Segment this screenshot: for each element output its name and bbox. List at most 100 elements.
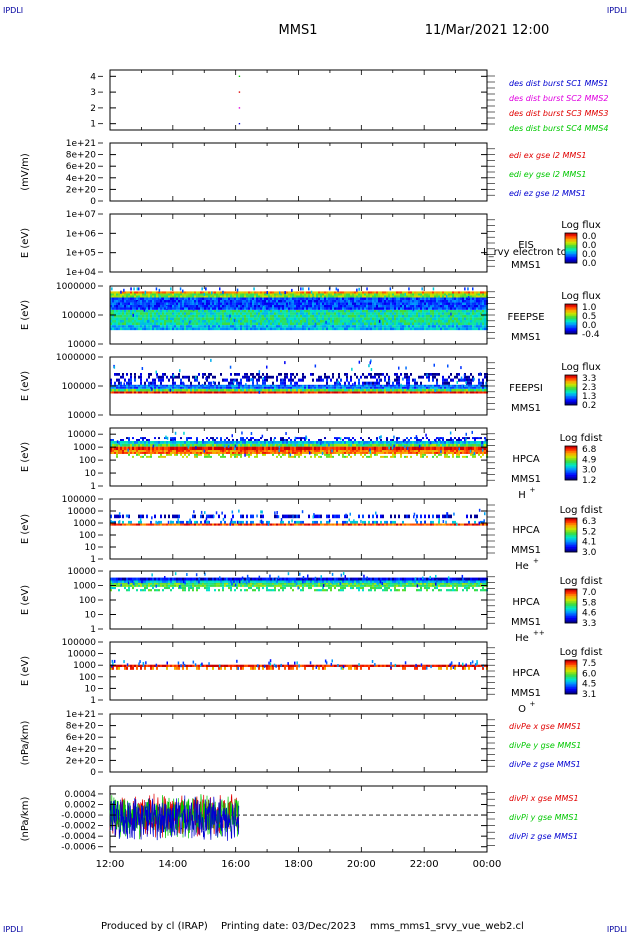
heatmap-cell <box>418 291 420 293</box>
heatmap-cell <box>394 298 396 300</box>
heatmap-cell <box>314 291 316 293</box>
heatmap-cell <box>326 376 328 379</box>
heatmap-cell <box>178 318 180 321</box>
heatmap-cell <box>214 328 216 331</box>
heatmap-cell <box>158 310 160 313</box>
heatmap-cell <box>434 373 436 376</box>
heatmap-cell <box>200 291 202 293</box>
heatmap-cell <box>234 305 236 307</box>
heatmap-cell <box>152 379 154 382</box>
heatmap-cell <box>226 303 228 305</box>
heatmap-cell <box>376 385 378 387</box>
heatmap-cell <box>274 298 276 300</box>
heatmap-cell <box>154 441 156 444</box>
heatmap-cell <box>126 385 128 387</box>
heatmap-cell <box>134 323 136 326</box>
heatmap-cell <box>464 298 466 300</box>
heatmap-cell <box>174 454 176 456</box>
heatmap-cell <box>216 294 218 296</box>
heatmap-cell <box>278 307 280 309</box>
y-tick-label: 6e+20 <box>66 162 97 172</box>
heatmap-cell <box>164 456 166 458</box>
y-tick-label: 10000 <box>67 411 96 421</box>
heatmap-outlier <box>156 371 158 374</box>
heatmap-cell <box>448 294 450 296</box>
heatmap-outlier <box>202 384 204 387</box>
heatmap-cell <box>308 294 310 296</box>
heatmap-cell <box>338 300 340 302</box>
heatmap-cell <box>186 389 188 392</box>
heatmap-cell <box>226 323 228 326</box>
heatmap-cell <box>294 389 296 392</box>
heatmap-outlier <box>173 375 175 378</box>
heatmap-cell <box>162 385 164 387</box>
heatmap-cell <box>476 312 478 315</box>
heatmap-outlier <box>182 290 184 293</box>
heatmap-cell <box>414 298 416 300</box>
heatmap-cell <box>124 315 126 318</box>
heatmap-cell <box>430 323 432 326</box>
heatmap-cell <box>476 391 478 393</box>
heatmap-cell <box>364 387 366 389</box>
heatmap-cell <box>438 389 440 392</box>
heatmap-cell <box>448 296 450 298</box>
heatmap-cell <box>424 385 426 387</box>
heatmap-cell <box>400 303 402 305</box>
heatmap-cell <box>176 452 178 454</box>
heatmap-cell <box>350 300 352 302</box>
heatmap-cell <box>318 312 320 315</box>
heatmap-cell <box>270 291 272 293</box>
heatmap-cell <box>248 376 250 379</box>
heatmap-cell <box>356 320 358 323</box>
heatmap-cell <box>414 391 416 393</box>
heatmap-cell <box>256 456 258 458</box>
heatmap-outlier <box>259 315 261 318</box>
heatmap-cell <box>200 454 202 456</box>
heatmap-cell <box>480 307 482 309</box>
heatmap-outlier <box>348 381 350 384</box>
heatmap-cell <box>384 325 386 328</box>
heatmap-cell <box>246 300 248 302</box>
heatmap-cell <box>152 382 154 385</box>
heatmap-cell <box>152 323 154 326</box>
heatmap-cell <box>256 439 258 441</box>
heatmap-cell <box>290 382 292 385</box>
heatmap-cell <box>282 315 284 318</box>
heatmap-cell <box>292 296 294 298</box>
heatmap-cell <box>368 318 370 321</box>
heatmap-cell <box>316 294 318 296</box>
heatmap-cell <box>142 437 144 439</box>
heatmap-cell <box>288 294 290 296</box>
heatmap-cell <box>198 444 200 447</box>
heatmap-cell <box>306 391 308 393</box>
legend-entry: des dist burst SC2 MMS2 <box>509 94 608 103</box>
heatmap-cell <box>478 303 480 305</box>
heatmap-cell <box>366 298 368 300</box>
heatmap-cell <box>220 291 222 293</box>
heatmap-cell <box>192 328 194 331</box>
heatmap-cell <box>388 385 390 387</box>
heatmap-cell <box>214 310 216 313</box>
heatmap-outlier <box>233 381 235 384</box>
heatmap-cell <box>392 294 394 296</box>
heatmap-cell <box>216 389 218 392</box>
heatmap-cell <box>440 323 442 326</box>
heatmap-cell <box>330 303 332 305</box>
heatmap-cell <box>210 310 212 313</box>
heatmap-cell <box>126 305 128 307</box>
heatmap-cell <box>436 379 438 382</box>
heatmap-cell <box>128 298 130 300</box>
heatmap-cell <box>288 296 290 298</box>
heatmap-cell <box>120 385 122 387</box>
heatmap-cell <box>188 315 190 318</box>
heatmap-cell <box>212 387 214 389</box>
heatmap-cell <box>434 298 436 300</box>
heatmap-cell <box>144 296 146 298</box>
heatmap-cell <box>268 298 270 300</box>
heatmap-cell <box>210 307 212 309</box>
heatmap-cell <box>428 391 430 393</box>
heatmap-cell <box>212 312 214 315</box>
heatmap-cell <box>232 320 234 323</box>
heatmap-cell <box>434 385 436 387</box>
heatmap-cell <box>394 307 396 309</box>
